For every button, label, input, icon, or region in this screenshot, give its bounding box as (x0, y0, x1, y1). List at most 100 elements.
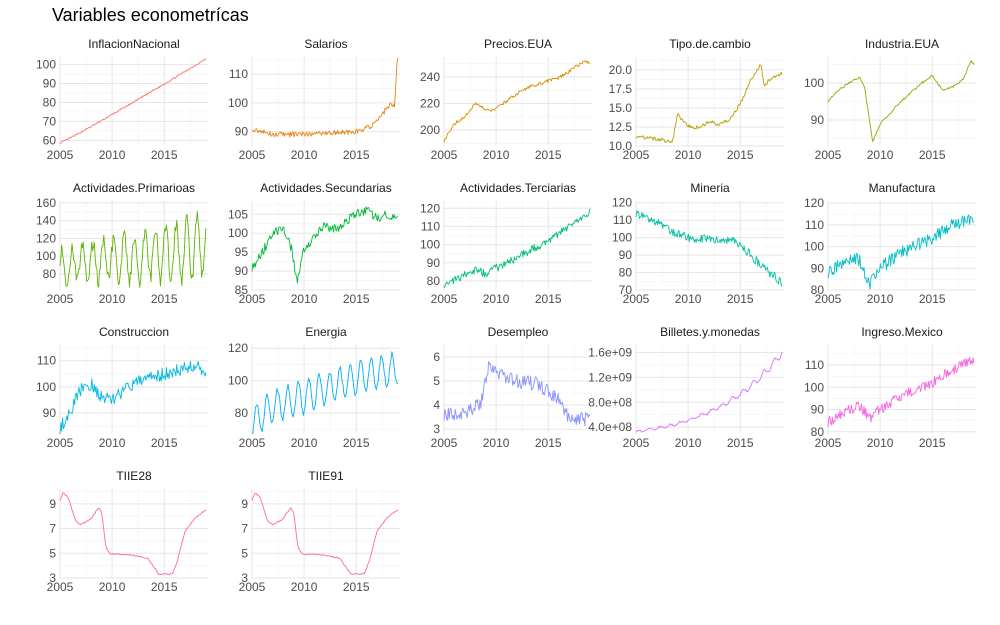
y-tick-label: 20.0 (609, 63, 633, 77)
facet-title: Manufactura (869, 181, 936, 195)
series-line (59, 58, 207, 145)
x-tick-label: 2005 (431, 436, 458, 450)
x-tick-label: 2010 (675, 292, 702, 306)
facet-title: Actividades.Primarioas (73, 181, 195, 195)
y-tick-label: 120 (612, 196, 632, 210)
y-tick-label: 100 (228, 96, 248, 110)
x-tick-label: 2015 (151, 148, 178, 162)
y-tick-label: 240 (420, 70, 440, 84)
y-tick-label: 1.2e+09 (588, 370, 632, 384)
x-tick-label: 2010 (291, 580, 318, 594)
x-tick-label: 2005 (623, 436, 650, 450)
facet-title: Salarios (304, 37, 347, 51)
y-tick-label: 90 (235, 264, 249, 278)
series-line (251, 492, 399, 575)
facet-inflacionnacional: InflacionNacional 2005 2010 2015 60 70 80 90 100 (36, 37, 208, 162)
x-tick-label: 2005 (623, 292, 650, 306)
x-tick-label: 2005 (431, 292, 458, 306)
y-tick-label: 17.5 (609, 82, 633, 96)
x-tick-label: 2015 (343, 292, 370, 306)
y-tick-label: 80 (619, 266, 633, 280)
y-tick-label: 7 (241, 522, 248, 536)
y-tick-label: 100 (804, 380, 824, 394)
y-tick-label: 4 (433, 398, 440, 412)
x-tick-label: 2005 (47, 580, 74, 594)
y-tick-label: 120 (420, 201, 440, 215)
x-tick-label: 2010 (483, 292, 510, 306)
y-tick-label: 80 (43, 267, 57, 281)
y-tick-label: 100 (420, 238, 440, 252)
y-tick-label: 110 (805, 358, 824, 372)
y-tick-label: 110 (805, 218, 824, 232)
y-tick-label: 12.5 (609, 120, 633, 134)
y-tick-label: 100 (804, 76, 824, 90)
facet-title: TIIE91 (308, 469, 344, 483)
series-line (59, 210, 207, 288)
x-tick-label: 2015 (919, 148, 946, 162)
y-tick-label: 9 (241, 497, 248, 511)
y-tick-label: 100 (36, 380, 56, 394)
y-tick-label: 80 (811, 283, 825, 297)
facet-title: Industria.EUA (865, 37, 939, 51)
series-line (443, 360, 591, 427)
facet-precios-eua: Precios.EUA 2005 2010 2015 200 220 240 (420, 37, 592, 162)
facet-tipo-de-cambio: Tipo.de.cambio 2005 2010 2015 10.0 12.5 15.0 17… (609, 37, 784, 162)
x-tick-label: 2015 (919, 436, 946, 450)
y-tick-label: 70 (619, 283, 633, 297)
facet-title: Tipo.de.cambio (669, 37, 751, 51)
y-tick-label: 8.0e+08 (588, 395, 632, 409)
y-tick-label: 85 (235, 283, 249, 297)
facet-construccion: Construccion 2005 2010 2015 90 100 110 (36, 325, 208, 450)
y-tick-label: 220 (420, 96, 440, 110)
y-tick-label: 100 (228, 374, 248, 388)
x-tick-label: 2015 (343, 148, 370, 162)
y-tick-label: 15.0 (609, 101, 633, 115)
facet-actividades-terciarias: Actividades.Terciarias 2005 2010 2015 80 90 10… (420, 181, 592, 306)
facet-manufactura: Manufactura 2005 2010 2015 80 90 100 110 120 (804, 181, 976, 306)
facet-title: Mineria (690, 181, 730, 195)
y-tick-label: 3 (241, 571, 248, 585)
y-tick-label: 6 (433, 350, 440, 364)
series-line (443, 60, 591, 143)
y-tick-label: 80 (43, 95, 57, 109)
x-tick-label: 2005 (815, 292, 842, 306)
x-tick-label: 2010 (99, 148, 126, 162)
x-tick-label: 2005 (431, 148, 458, 162)
x-tick-label: 2010 (675, 436, 702, 450)
series-line (251, 57, 399, 138)
facet-title: InflacionNacional (88, 37, 179, 51)
y-tick-label: 90 (427, 256, 441, 270)
series-line (635, 351, 783, 433)
y-tick-label: 3 (49, 571, 56, 585)
facet-title: Ingreso.Mexico (861, 325, 943, 339)
y-tick-label: 90 (43, 77, 57, 91)
x-tick-label: 2010 (867, 292, 894, 306)
facet-energia: Energia 2005 2010 2015 80 100 120 (228, 325, 400, 450)
series-line (827, 214, 975, 290)
y-tick-label: 100 (612, 231, 632, 245)
y-tick-label: 100 (804, 240, 824, 254)
x-tick-label: 2005 (47, 148, 74, 162)
y-tick-label: 100 (228, 226, 248, 240)
y-tick-label: 110 (37, 354, 56, 368)
y-tick-label: 120 (228, 341, 248, 355)
x-tick-label: 2005 (623, 148, 650, 162)
y-tick-label: 90 (811, 113, 825, 127)
series-line (635, 64, 783, 144)
y-tick-label: 1.6e+09 (588, 345, 632, 359)
facet-title: Actividades.Terciarias (460, 181, 576, 195)
facet-title: Actividades.Secundarias (260, 181, 391, 195)
x-tick-label: 2015 (151, 580, 178, 594)
x-tick-label: 2005 (47, 292, 74, 306)
facet-title: TIIE28 (116, 469, 152, 483)
y-tick-label: 5 (433, 374, 440, 388)
x-tick-label: 2010 (483, 148, 510, 162)
y-tick-label: 110 (229, 67, 248, 81)
x-tick-label: 2005 (239, 436, 266, 450)
x-tick-label: 2015 (151, 436, 178, 450)
x-tick-label: 2010 (675, 148, 702, 162)
x-tick-label: 2010 (483, 436, 510, 450)
facet-mineria: Mineria 2005 2010 2015 70 80 90 100 110 120 (612, 181, 784, 306)
x-tick-label: 2015 (343, 436, 370, 450)
facet-title: Desempleo (488, 325, 549, 339)
